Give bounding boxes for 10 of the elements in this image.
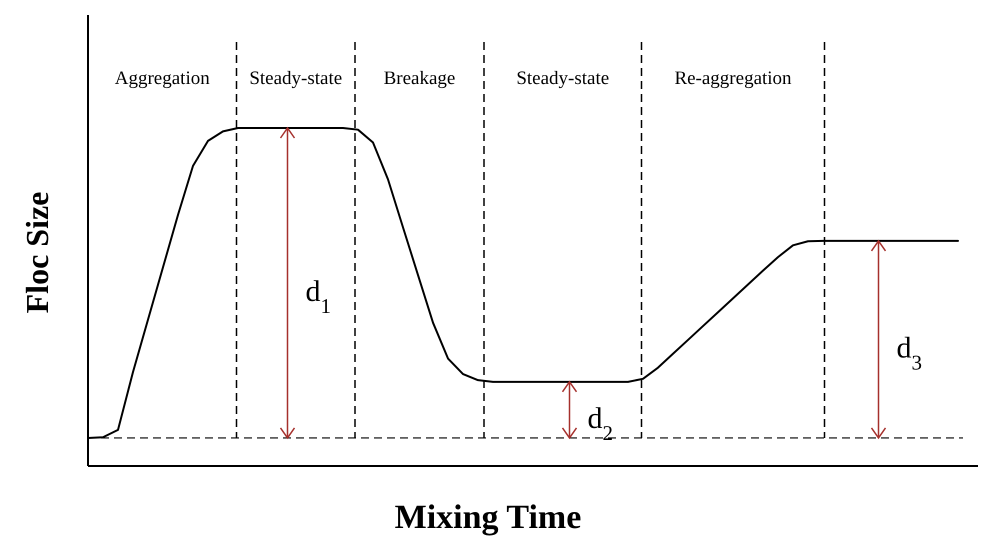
x-axis-title: Mixing Time bbox=[394, 499, 582, 536]
y-axis-title: Floc Size bbox=[19, 192, 55, 314]
annotation: d$_{1}$ bbox=[306, 274, 331, 318]
annotation: d$_{3}$ bbox=[896, 331, 922, 374]
annotation: d$_{2}$ bbox=[588, 402, 613, 445]
text: Breakage bbox=[384, 68, 456, 89]
text: Aggregation bbox=[114, 68, 210, 89]
text: Steady-state bbox=[249, 68, 342, 89]
text: Steady-state bbox=[516, 68, 610, 89]
text: Re-aggregation bbox=[674, 68, 792, 89]
